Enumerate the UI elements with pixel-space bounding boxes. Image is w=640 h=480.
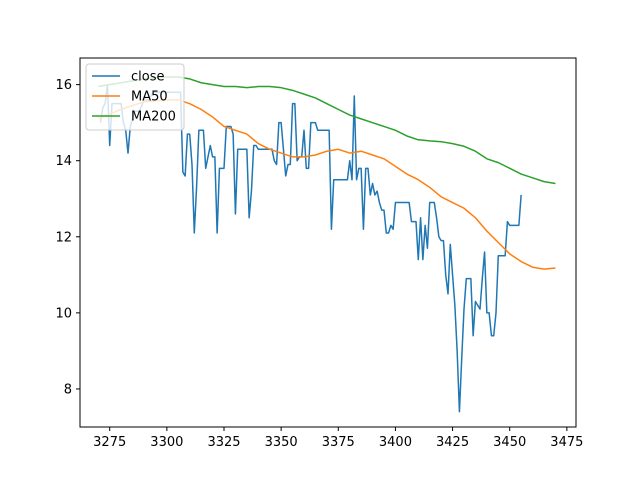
- y-tick-label: 14: [55, 154, 72, 169]
- y-axis: 8 10 12 14 16: [55, 78, 80, 397]
- y-tick-label: 8: [64, 382, 72, 397]
- x-tick-label: 3275: [93, 435, 126, 450]
- legend-label-close: close: [131, 70, 164, 85]
- x-tick-label: 3325: [207, 435, 240, 450]
- series-line-close: [99, 83, 522, 413]
- x-tick-label: 3450: [493, 435, 526, 450]
- x-tick-label: 3425: [436, 435, 469, 450]
- series-layer: [98, 76, 556, 413]
- x-tick-label: 3400: [379, 435, 412, 450]
- x-tick-label: 3375: [322, 435, 355, 450]
- x-axis: 3275 3300 3325 3350 3375 3400 3425 3450 3475: [93, 427, 583, 450]
- y-tick-label: 10: [55, 306, 72, 321]
- series-line-ma200: [98, 76, 556, 185]
- x-tick-label: 3300: [150, 435, 183, 450]
- y-tick-label: 16: [55, 78, 72, 93]
- series-line-ma50: [98, 99, 556, 270]
- y-tick-label: 12: [55, 230, 72, 245]
- legend-label-ma50: MA50: [131, 90, 168, 105]
- legend: close MA50 MA200: [85, 63, 185, 131]
- x-tick-label: 3475: [550, 435, 583, 450]
- axes-frame: [79, 57, 577, 428]
- legend-label-ma200: MA200: [131, 110, 176, 125]
- legend-box: [85, 63, 185, 131]
- x-tick-label: 3350: [265, 435, 298, 450]
